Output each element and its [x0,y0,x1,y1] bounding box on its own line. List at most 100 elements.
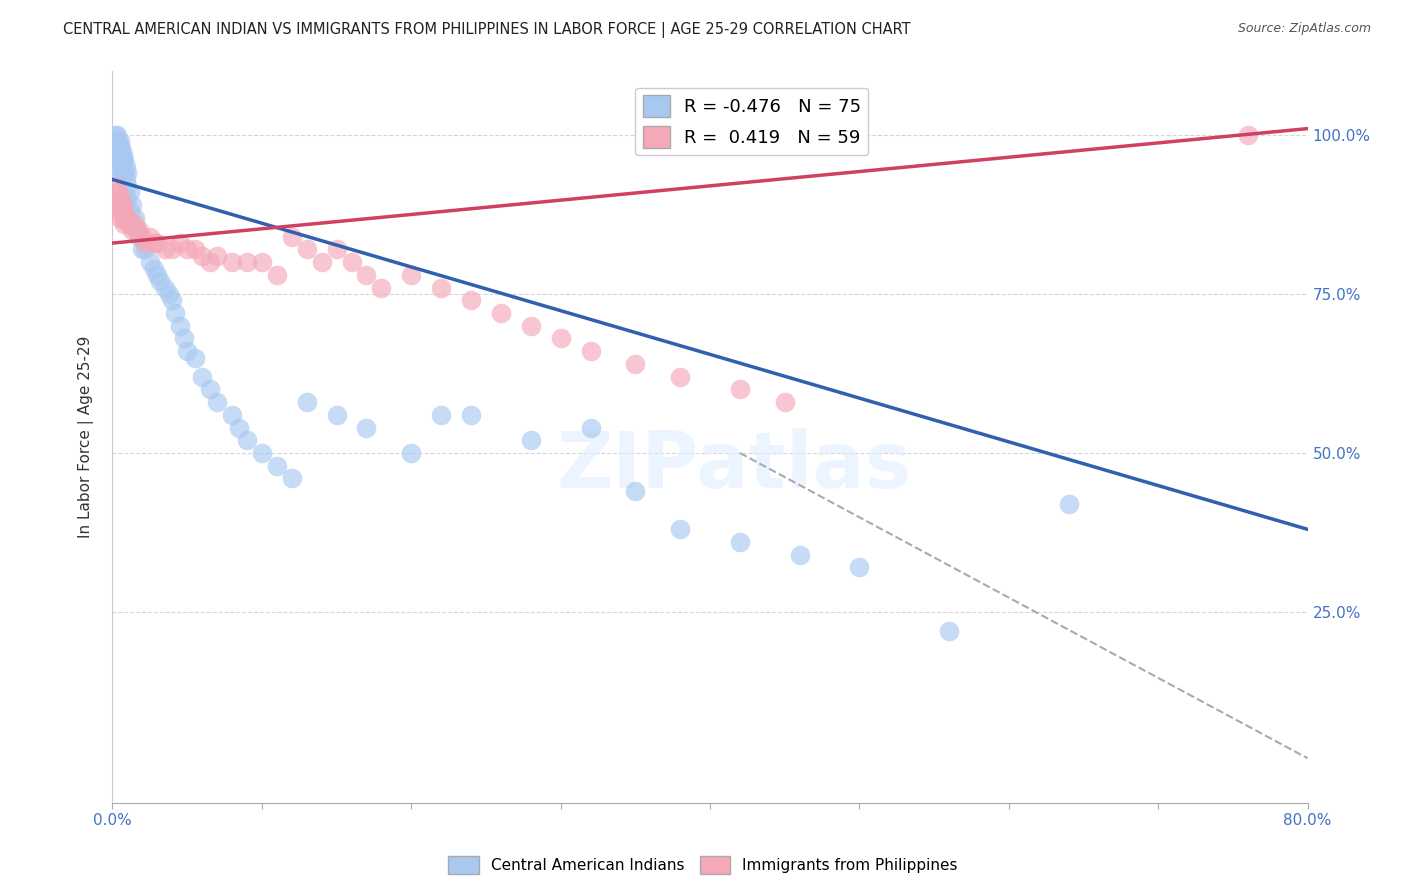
Point [848,560,870,574]
Point [105,198,128,212]
Point [311,255,333,269]
Point [107,198,129,212]
Point [139,229,162,244]
Point [110,147,132,161]
Point [149,274,172,288]
Point [105,185,128,199]
Point [121,217,143,231]
Point [111,211,134,225]
Point [117,211,139,225]
Point [460,408,482,422]
Point [125,223,148,237]
Point [162,243,183,257]
Point [111,147,134,161]
Point [107,134,129,148]
Point [183,243,205,257]
Point [789,548,811,562]
Point [1057,497,1080,511]
Point [108,153,131,168]
Point [728,535,751,549]
Point [221,255,243,269]
Point [221,408,243,422]
Point [1237,128,1260,142]
Point [104,128,127,142]
Point [114,204,135,219]
Point [110,141,132,155]
Point [104,134,127,148]
Point [205,395,228,409]
Text: ZIPatlas: ZIPatlas [557,428,911,504]
Point [550,331,572,345]
Point [131,229,153,244]
Point [250,255,273,269]
Point [111,153,134,168]
Point [115,160,138,174]
Point [205,249,228,263]
Point [430,280,453,294]
Point [104,178,127,193]
Point [117,166,139,180]
Point [169,318,191,333]
Point [191,369,214,384]
Point [104,192,127,206]
Point [169,236,191,251]
Point [266,458,288,473]
Point [624,484,647,499]
Point [120,185,142,199]
Point [128,223,150,237]
Point [107,185,129,199]
Legend: R = -0.476   N = 75, R =  0.419   N = 59: R = -0.476 N = 75, R = 0.419 N = 59 [636,87,869,155]
Point [120,217,142,231]
Point [105,147,128,161]
Text: Source: ZipAtlas.com: Source: ZipAtlas.com [1237,22,1371,36]
Point [295,395,318,409]
Point [114,217,135,231]
Point [250,446,273,460]
Point [266,268,288,282]
Point [669,369,692,384]
Point [281,471,304,485]
Point [131,243,153,257]
Point [198,383,221,397]
Point [124,217,146,231]
Point [281,229,304,244]
Point [173,331,195,345]
Point [143,236,166,251]
Point [157,287,180,301]
Point [110,153,132,168]
Point [118,217,141,231]
Point [520,434,543,448]
Point [165,306,187,320]
Point [134,236,156,251]
Point [108,141,131,155]
Point [162,293,183,308]
Point [728,383,751,397]
Point [520,318,543,333]
Point [124,211,146,225]
Point [489,306,512,320]
Point [139,255,162,269]
Point [121,223,143,237]
Point [110,166,132,180]
Point [153,243,176,257]
Point [111,166,134,180]
Point [108,147,131,161]
Point [176,344,198,359]
Point [579,344,602,359]
Point [107,147,129,161]
Point [110,192,132,206]
Point [134,243,156,257]
Point [370,280,392,294]
Point [125,223,148,237]
Point [117,178,139,193]
Point [356,420,378,434]
Point [356,268,378,282]
Point [108,160,131,174]
Point [236,434,259,448]
Point [108,204,131,219]
Point [105,141,128,155]
Point [104,141,127,155]
Point [579,420,602,434]
Point [146,236,169,251]
Point [401,268,423,282]
